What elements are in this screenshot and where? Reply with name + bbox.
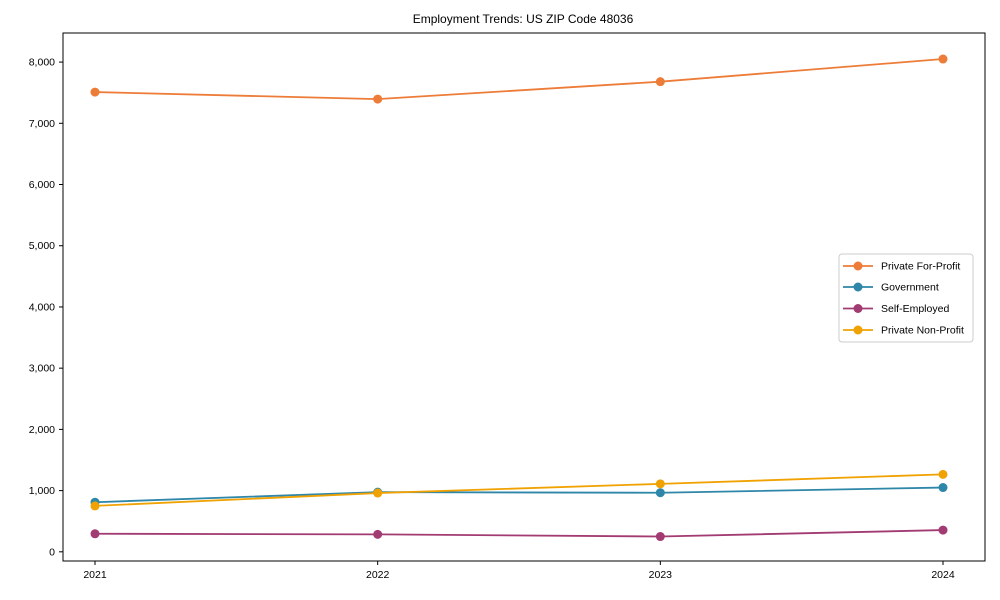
axes-spines	[62, 32, 986, 562]
x-tick-label: 2023	[649, 569, 673, 581]
legend-item: Private For-Profit	[843, 261, 960, 273]
y-tick-label: 6,000	[29, 179, 55, 191]
data-point-private-for-profit-2023	[655, 77, 665, 87]
data-point-self-employed-2021	[90, 529, 100, 539]
y-tick-label: 8,000	[29, 57, 55, 69]
y-tick-label: 2,000	[29, 424, 55, 436]
series-line-government	[94, 486, 944, 504]
y-tick-label: 3,000	[29, 363, 55, 375]
x-tick-label: 2022	[366, 569, 390, 581]
legend-label: Self-Employed	[881, 303, 949, 315]
series-line-private-non-profit	[94, 473, 944, 507]
data-point-private-non-profit-2021	[90, 501, 100, 511]
legend-dot-marker	[853, 261, 863, 271]
y-tick-label: 5,000	[29, 240, 55, 252]
y-tick-label: 1,000	[29, 485, 55, 497]
plot-area: 0 1,000 2,000 3,000 4,000 5,000 6,000 7,000 8,00…	[29, 32, 986, 581]
legend-dot-marker	[853, 325, 863, 335]
legend-label: Private For-Profit	[881, 261, 960, 273]
y-tick-label: 0	[49, 546, 55, 558]
x-tick-label: 2021	[83, 569, 107, 581]
legend-item: Self-Employed	[843, 303, 949, 315]
data-point-self-employed-2023	[655, 532, 665, 542]
data-point-private-non-profit-2022	[373, 488, 383, 498]
data-point-self-employed-2022	[373, 529, 383, 539]
legend-label: Government	[881, 282, 939, 294]
data-point-government-2024	[938, 483, 948, 493]
data-point-private-non-profit-2024	[938, 469, 948, 479]
legend-box	[838, 253, 974, 343]
series-line-private-for-profit	[94, 58, 944, 101]
legend-item: Government	[843, 282, 939, 294]
data-point-private-non-profit-2023	[655, 479, 665, 489]
legend-item: Private Non-Profit	[843, 325, 964, 337]
data-point-private-for-profit-2021	[90, 87, 100, 97]
data-point-government-2023	[655, 488, 665, 498]
legend-dot-marker	[853, 304, 863, 313]
data-point-private-for-profit-2024	[938, 54, 948, 64]
y-tick-label: 4,000	[29, 301, 55, 313]
legend: Private For-Profit Government Self-Emplo…	[838, 253, 974, 343]
series-line-self-employed	[94, 529, 944, 538]
x-tick-label: 2024	[931, 569, 955, 581]
legend-label: Private Non-Profit	[881, 325, 964, 337]
y-tick-label: 7,000	[29, 118, 55, 130]
data-point-private-for-profit-2022	[373, 94, 383, 104]
chart-title: Employment Trends: US ZIP Code 48036	[413, 12, 634, 26]
data-point-self-employed-2024	[938, 525, 948, 535]
legend-dot-marker	[853, 282, 863, 292]
